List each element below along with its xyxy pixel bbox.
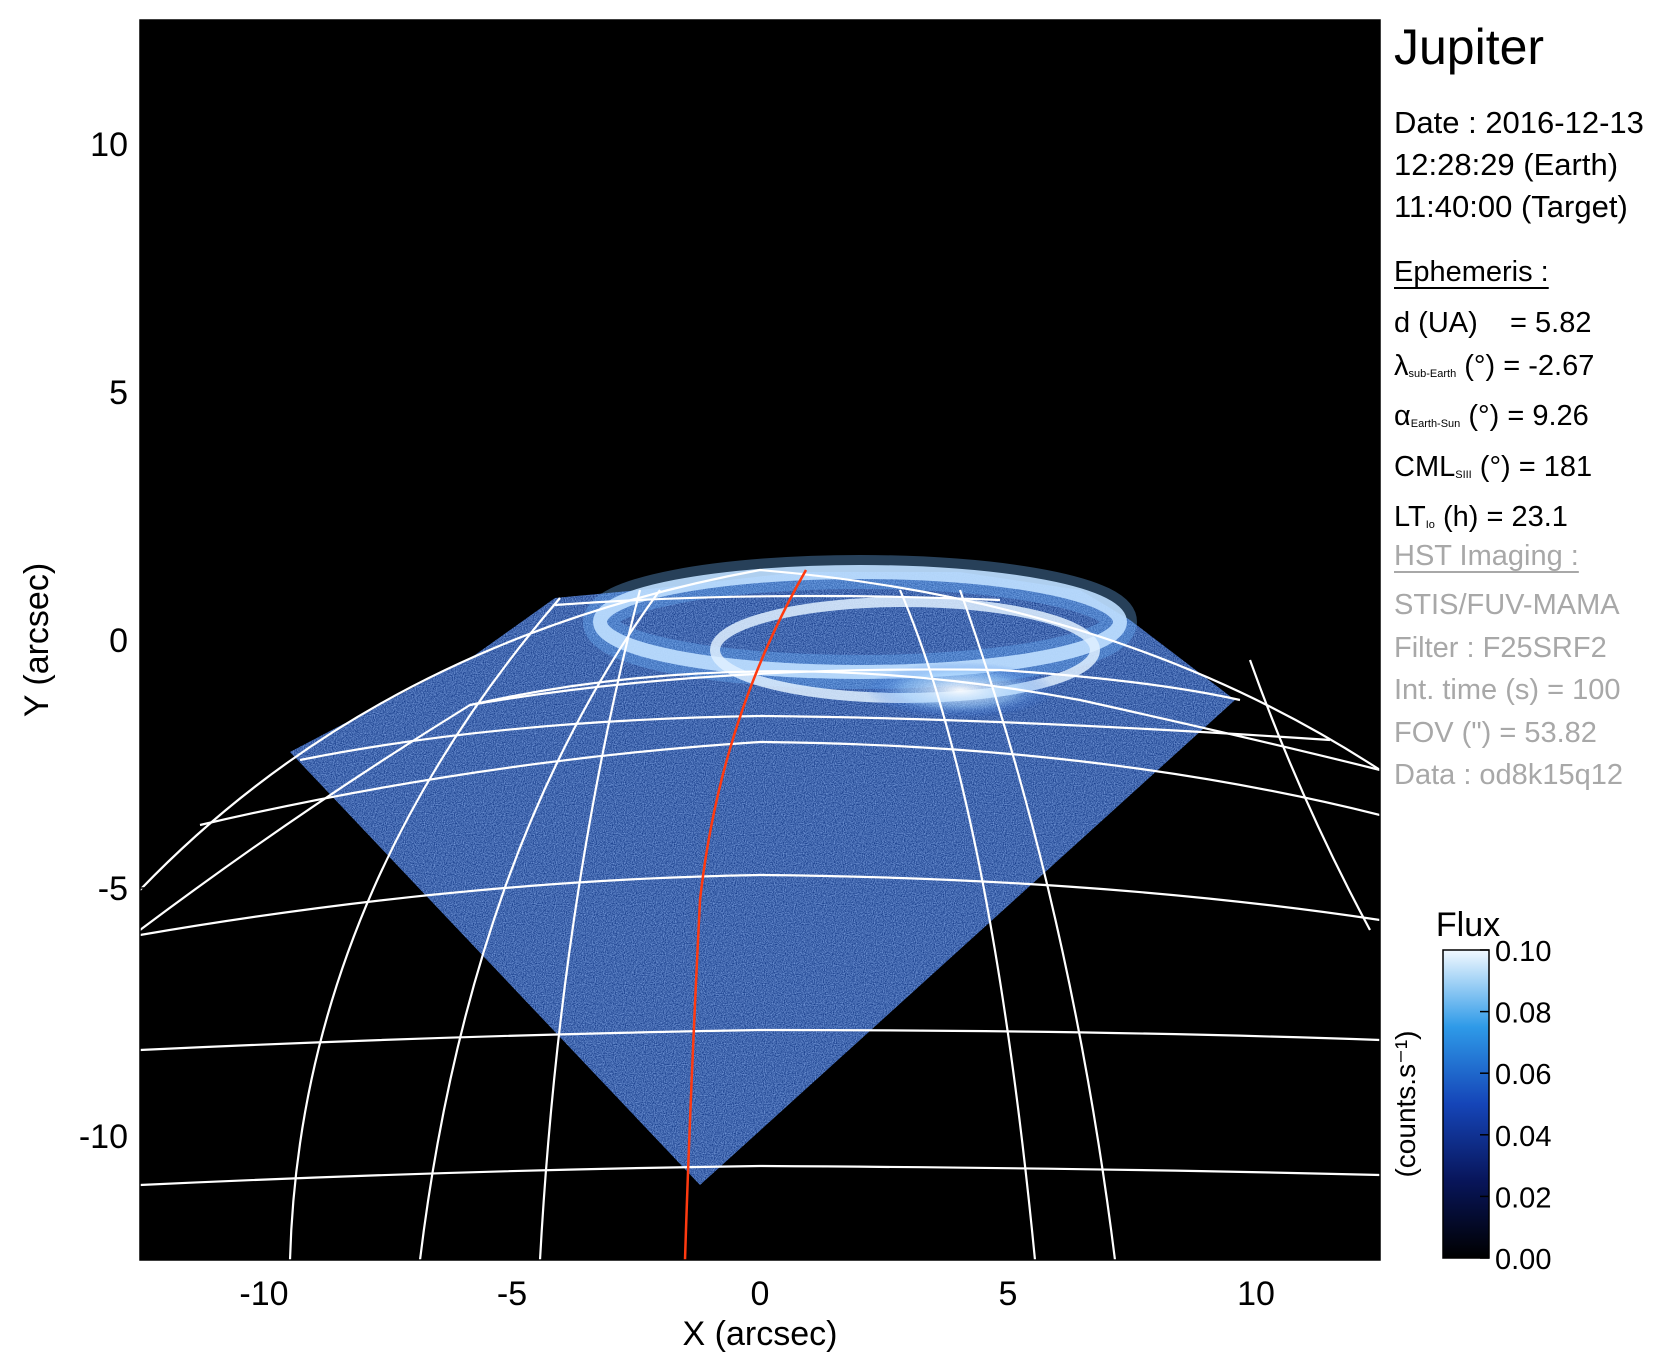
hst-list: STIS/FUV-MAMA Filter : F25SRF2 Int. time… [1394, 584, 1623, 797]
ephemeris-subscript: sub-Earth [1408, 367, 1457, 380]
x-axis-label: X (arcsec) [683, 1315, 838, 1353]
graticule-line [199, 740, 1380, 827]
fov-noise [290, 572, 1235, 1185]
y-tick-label: 5 [109, 374, 128, 412]
ephemeris-symbol: α [1394, 400, 1411, 432]
graticule-line [554, 594, 1001, 607]
y-tick-label: -5 [98, 870, 128, 908]
ephemeris-value: (°) = 9.26 [1460, 400, 1589, 432]
ephemeris-list: d (UA) = 5.82 λsub-Earth (°) = -2.67 αEart… [1394, 302, 1594, 547]
central-meridian [683, 569, 808, 1260]
graticule-line [140, 1028, 1380, 1052]
ephemeris-subscript: SIII [1455, 468, 1472, 481]
y-tick-label: -10 [79, 1118, 128, 1156]
graticule-line [898, 589, 1037, 1260]
x-axis-ticks: -10 -5 0 5 10 [239, 20, 1275, 1313]
ephemeris-value: (°) = 181 [1471, 450, 1593, 483]
colorbar-tick-label: 0.08 [1495, 998, 1551, 1030]
hst-instrument: STIS/FUV-MAMA [1394, 589, 1620, 621]
x-tick-label: 0 [751, 1275, 770, 1313]
graticule-line [140, 568, 1380, 891]
hst-data-id: Data : od8k15q12 [1394, 759, 1623, 791]
y-axis-ticks: 10 5 0 -5 -10 [79, 126, 1380, 1156]
graticule-line [958, 589, 1117, 1260]
hst-int-time: Int. time (s) = 100 [1394, 674, 1621, 706]
date-line: Date : 2016-12-13 [1394, 105, 1644, 140]
target-time-line: 11:40:00 (Target) [1394, 189, 1628, 224]
graticule-line [299, 714, 1331, 762]
image-area [140, 555, 1380, 1260]
hst-filter: Filter : F25SRF2 [1394, 631, 1607, 664]
ephemeris-symbol: d (UA) [1394, 307, 1478, 339]
ephemeris-row: αEarth-Sun (°) = 9.26 [1394, 395, 1594, 446]
x-tick-label: 5 [999, 1275, 1018, 1313]
colorbar-tick-label: 0.00 [1495, 1244, 1551, 1276]
hst-heading: HST Imaging : [1394, 540, 1579, 572]
y-tick-label: 0 [109, 622, 128, 660]
colorbar-title: Flux [1436, 906, 1500, 944]
ephemeris-symbol: LT [1394, 501, 1426, 533]
colorbar [1442, 949, 1490, 1259]
graticule-line [140, 873, 1380, 937]
ephemeris-subscript: Earth-Sun [1410, 418, 1461, 430]
ephemeris-value: (h) = 23.1 [1434, 501, 1568, 533]
ephemeris-row: LTIo (h) = 23.1 [1394, 496, 1594, 547]
graticule-line [140, 670, 1380, 931]
ephemeris-row: λsub-Earth (°) = -2.67 [1394, 345, 1594, 396]
x-tick-label: -5 [497, 1275, 527, 1313]
x-tick-label: 10 [1237, 1275, 1275, 1313]
colorbar-tick-label: 0.02 [1495, 1182, 1551, 1214]
graticule-line [140, 1164, 1380, 1187]
x-tick-label: -10 [239, 1275, 288, 1313]
ephemeris-row: d (UA) = 5.82 [1394, 302, 1594, 345]
ephemeris-symbol: CML [1394, 450, 1456, 483]
y-tick-label: 10 [90, 126, 128, 164]
graticule-line [288, 597, 561, 1260]
graticule-line [418, 589, 661, 1260]
hst-fov: FOV (") = 53.82 [1394, 716, 1597, 749]
date-block: Date : 2016-12-13 12:28:29 (Earth) 11:40… [1394, 102, 1644, 228]
colorbar-ticks: 0.10 0.08 0.06 0.04 0.02 0.00 [1480, 936, 1551, 1276]
ephemeris-symbol: λ [1394, 349, 1409, 382]
earth-time-line: 12:28:29 (Earth) [1394, 147, 1619, 182]
colorbar-tick-label: 0.06 [1495, 1059, 1551, 1091]
y-axis-label: Y (arcsec) [18, 563, 56, 717]
ephemeris-value: (°) = -2.67 [1456, 349, 1595, 382]
planet-title: Jupiter [1394, 19, 1545, 75]
graticule [140, 568, 1380, 1260]
graticule-line [1248, 659, 1371, 931]
colorbar-tick-label: 0.10 [1495, 936, 1551, 968]
graticule-line [538, 589, 642, 1260]
colorbar-unit: (counts.s⁻¹) [1390, 1030, 1421, 1177]
ephemeris-row: CMLSIII (°) = 181 [1394, 446, 1594, 497]
ephemeris-heading: Ephemeris : [1394, 256, 1549, 288]
ephemeris-subscript: Io [1425, 519, 1435, 531]
ephemeris-value: = 5.82 [1477, 307, 1592, 339]
colorbar-tick-label: 0.04 [1495, 1121, 1551, 1153]
